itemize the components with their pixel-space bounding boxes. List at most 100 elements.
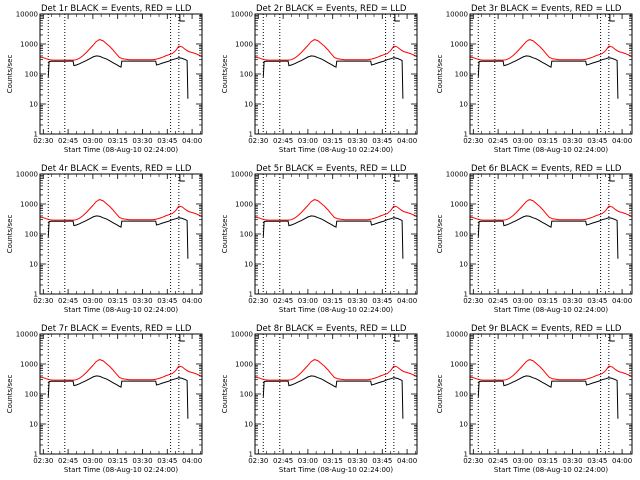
x-tick-label: 03:45 [157,297,177,305]
x-tick-label: 02:45 [273,297,293,305]
chart-panel-2: Det 2r BLACK = Events, RED = LLD 1 10 100 10… [221,4,418,154]
y-axis-label: Counts/sec [6,55,14,94]
chart-panel-8: Det 8r BLACK = Events, RED = LLD 1 10 100 10… [221,324,418,474]
y-axis-label: Counts/sec [6,215,14,254]
x-tick-label: 03:45 [587,457,607,465]
x-tick-label: 02:30 [33,297,53,305]
x-tick-label: 02:30 [463,137,483,145]
series-line-lld [469,359,633,381]
y-tick-label: 1 [464,291,468,299]
y-tick-label: 10 [244,421,253,429]
y-tick-label: 10 [29,261,38,269]
y-tick-label: 100 [240,71,253,79]
x-tick-label: 03:45 [587,137,607,145]
x-tick-label: 02:30 [248,457,268,465]
y-tick-label: 10 [459,101,468,109]
x-tick-label: 04:00 [182,137,202,145]
x-tick-label: 03:30 [132,457,152,465]
x-tick-label: 04:00 [182,457,202,465]
y-axis-label: Counts/sec [221,375,229,414]
series-line-events [477,375,619,419]
y-tick-label: 100 [25,71,38,79]
series-line-lld [469,39,633,61]
series-line-lld [254,359,418,381]
y-tick-label: 1 [34,451,38,459]
x-tick-label: 04:00 [397,137,417,145]
series-line-lld [254,199,418,221]
x-tick-label: 03:45 [372,137,392,145]
x-tick-label: 03:15 [323,297,343,305]
x-tick-label: 04:00 [397,297,417,305]
y-tick-label: 10 [29,421,38,429]
y-tick-label: 100 [455,71,468,79]
y-tick-label: 10000 [231,11,253,19]
x-tick-label: 04:00 [397,457,417,465]
x-tick-label: 04:00 [612,297,632,305]
x-tick-label: 03:15 [108,137,128,145]
chart-panel-9: Det 9r BLACK = Events, RED = LLD 1 10 100 10… [436,324,633,474]
chart-title: Det 2r BLACK = Events, RED = LLD [256,4,407,14]
y-tick-label: 10 [29,101,38,109]
x-tick-label: 03:00 [298,457,318,465]
chart-title: Det 5r BLACK = Events, RED = LLD [256,164,407,174]
x-tick-label: 03:30 [347,297,367,305]
y-tick-label: 10 [459,261,468,269]
series-line-events [262,215,404,259]
x-tick-label: 03:15 [538,137,558,145]
y-axis-label: Counts/sec [436,55,444,94]
x-axis-label: Start Time (08-Aug-10 02:24:00) [64,146,178,154]
x-tick-label: 02:45 [58,457,78,465]
chart-panel-3: Det 3r BLACK = Events, RED = LLD 1 10 100 10… [436,4,633,154]
chart-panel-6: Det 6r BLACK = Events, RED = LLD 1 10 100 10… [436,164,633,314]
chart-panel-5: Det 5r BLACK = Events, RED = LLD 1 10 100 10… [221,164,418,314]
chart-title: Det 7r BLACK = Events, RED = LLD [41,324,192,334]
series-line-lld [39,199,203,221]
series-line-lld [39,359,203,381]
x-axis-label: Start Time (08-Aug-10 02:24:00) [279,306,393,314]
y-tick-label: 10000 [446,171,468,179]
x-tick-label: 03:15 [323,457,343,465]
series-line-lld [469,199,633,221]
bracket-mark [609,334,615,342]
chart-title: Det 1r BLACK = Events, RED = LLD [41,4,192,14]
x-tick-label: 02:45 [488,137,508,145]
x-tick-label: 02:30 [33,137,53,145]
y-tick-label: 1 [249,291,253,299]
x-axis-label: Start Time (08-Aug-10 02:24:00) [494,146,608,154]
x-axis-label: Start Time (08-Aug-10 02:24:00) [494,466,608,474]
x-tick-label: 03:30 [347,457,367,465]
y-tick-label: 1000 [235,361,253,369]
x-axis-label: Start Time (08-Aug-10 02:24:00) [64,466,178,474]
y-tick-label: 1 [249,451,253,459]
y-tick-label: 10 [244,261,253,269]
bracket-mark [394,14,400,22]
y-tick-label: 10000 [446,11,468,19]
chart-title: Det 6r BLACK = Events, RED = LLD [471,164,622,174]
x-tick-label: 02:30 [463,297,483,305]
x-tick-label: 03:45 [372,297,392,305]
series-line-events [477,55,619,99]
x-tick-label: 04:00 [612,457,632,465]
x-tick-label: 03:45 [372,457,392,465]
x-tick-label: 03:30 [132,297,152,305]
y-tick-label: 10000 [231,171,253,179]
y-tick-label: 1000 [450,201,468,209]
x-tick-label: 02:45 [58,297,78,305]
y-tick-label: 100 [25,391,38,399]
x-axis-label: Start Time (08-Aug-10 02:24:00) [279,146,393,154]
x-tick-label: 03:00 [298,137,318,145]
x-axis-label: Start Time (08-Aug-10 02:24:00) [64,306,178,314]
y-tick-label: 1 [34,131,38,139]
x-tick-label: 03:30 [562,137,582,145]
chart-title: Det 8r BLACK = Events, RED = LLD [256,324,407,334]
bracket-mark [394,174,400,182]
series-line-lld [254,39,418,61]
x-tick-label: 03:00 [83,297,103,305]
series-line-events [47,375,189,419]
y-tick-label: 100 [240,231,253,239]
y-tick-label: 1000 [450,361,468,369]
y-tick-label: 1000 [20,201,38,209]
y-axis-label: Counts/sec [436,375,444,414]
x-tick-label: 03:15 [538,297,558,305]
